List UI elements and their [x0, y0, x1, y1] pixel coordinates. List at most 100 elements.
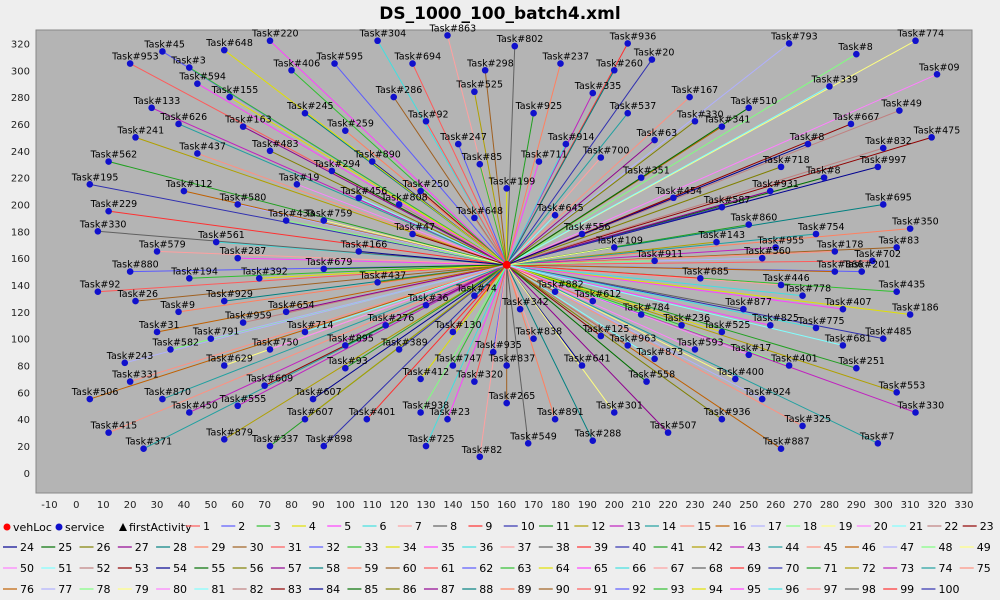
route-line — [420, 264, 508, 380]
legend-route-label: 33 — [364, 541, 378, 554]
route-line — [457, 143, 508, 266]
task-label: Task#412 — [402, 367, 450, 378]
service-point — [503, 362, 510, 369]
legend-route-label: 53 — [135, 562, 149, 575]
service-point — [670, 194, 677, 202]
route-line — [506, 264, 647, 382]
task-label: Task#26 — [117, 289, 159, 300]
service-point — [516, 305, 524, 313]
legend-route-label: 21 — [909, 520, 923, 533]
task-label: Task#163 — [224, 115, 272, 126]
legend-route-label: 6 — [380, 520, 387, 533]
legend-route-label: 1 — [203, 520, 210, 533]
task-label: Task#593 — [676, 337, 724, 348]
service-point — [207, 335, 215, 342]
task-label: Task#320 — [455, 370, 503, 381]
route-line — [425, 121, 508, 266]
legend-route-label: 71 — [824, 562, 838, 575]
task-label: Task#579 — [138, 239, 186, 250]
x-tick-label: 210 — [632, 500, 651, 511]
service-point — [86, 181, 94, 188]
task-label: Task#330 — [676, 109, 724, 120]
task-label: Task#955 — [757, 235, 805, 246]
legend-route-label: 74 — [938, 562, 952, 575]
legend-route-label: 78 — [97, 583, 111, 596]
service-point — [422, 442, 430, 450]
legend-route-label: 51 — [58, 562, 72, 575]
x-tick-label: 220 — [659, 500, 678, 511]
task-label: Task#870 — [143, 387, 191, 398]
legend-route-label: 72 — [862, 562, 876, 575]
service-point — [186, 274, 193, 282]
route-line — [506, 264, 593, 302]
legend-route-label: 8 — [450, 520, 457, 533]
task-label: Task#437 — [359, 270, 407, 281]
task-label: Task#199 — [488, 176, 536, 187]
task-label: Task#679 — [305, 257, 353, 268]
route-line — [189, 67, 507, 266]
route-line — [366, 264, 508, 420]
service-point — [282, 217, 290, 224]
route-line — [237, 264, 507, 407]
service-point — [562, 140, 570, 148]
task-label: Task#304 — [359, 29, 407, 40]
task-label: Task#911 — [636, 249, 684, 260]
task-label: Task#125 — [582, 324, 630, 335]
service-point — [126, 268, 134, 275]
legend-route-label: 60 — [403, 562, 417, 575]
service-point — [648, 56, 656, 63]
legend-route-label: 10 — [521, 520, 535, 533]
task-label: Task#645 — [536, 203, 584, 214]
task-label: Task#714 — [286, 320, 334, 331]
route-line — [323, 220, 507, 266]
service-point — [906, 225, 914, 232]
service-point — [159, 48, 166, 55]
route-line — [506, 73, 938, 266]
legend-route-label: 99 — [900, 583, 914, 596]
service-point — [471, 378, 478, 385]
task-label: Task#863 — [429, 23, 477, 34]
service-point — [167, 346, 174, 353]
y-tick-label: 240 — [11, 147, 30, 158]
task-label: Task#747 — [434, 354, 482, 365]
service-point — [879, 144, 887, 152]
task-label: Task#446 — [762, 273, 810, 284]
task-label: Task#92 — [79, 280, 121, 291]
task-label: Task#555 — [219, 394, 267, 405]
x-tick-label: 180 — [551, 500, 570, 511]
route-line — [506, 233, 817, 266]
task-label: Task#873 — [636, 347, 684, 358]
task-label: Task#775 — [797, 316, 845, 327]
task-label: Task#629 — [205, 354, 253, 365]
task-label: Task#194 — [170, 266, 218, 277]
service-point — [912, 409, 919, 416]
service-point — [906, 311, 914, 318]
task-label: Task#401 — [348, 407, 396, 418]
x-tick-label: 10 — [97, 500, 110, 511]
service-point — [524, 440, 532, 447]
x-tick-label: 160 — [497, 500, 516, 511]
legend-route-label: 94 — [709, 583, 723, 596]
service-point — [234, 254, 242, 262]
service-point — [745, 104, 753, 112]
service-point — [831, 248, 839, 255]
y-tick-label: 260 — [11, 120, 30, 131]
service-point — [481, 66, 489, 74]
legend-route-label: 22 — [944, 520, 958, 533]
route-line — [189, 264, 507, 413]
route-line — [237, 203, 507, 266]
x-tick-label: 30 — [151, 500, 164, 511]
x-tick-label: 330 — [954, 500, 973, 511]
legend-route-label: 88 — [479, 583, 493, 596]
task-label: Task#186 — [891, 303, 939, 314]
service-point — [664, 429, 672, 436]
service-point — [697, 274, 704, 282]
task-label: Task#63 — [636, 128, 678, 139]
task-label: Task#112 — [165, 179, 213, 190]
service-point — [686, 93, 693, 101]
route-line — [197, 152, 507, 266]
service-point — [417, 375, 424, 383]
task-label: Task#301 — [595, 400, 643, 411]
task-label: Task#609 — [246, 374, 294, 385]
legend-route-label: 90 — [556, 583, 570, 596]
